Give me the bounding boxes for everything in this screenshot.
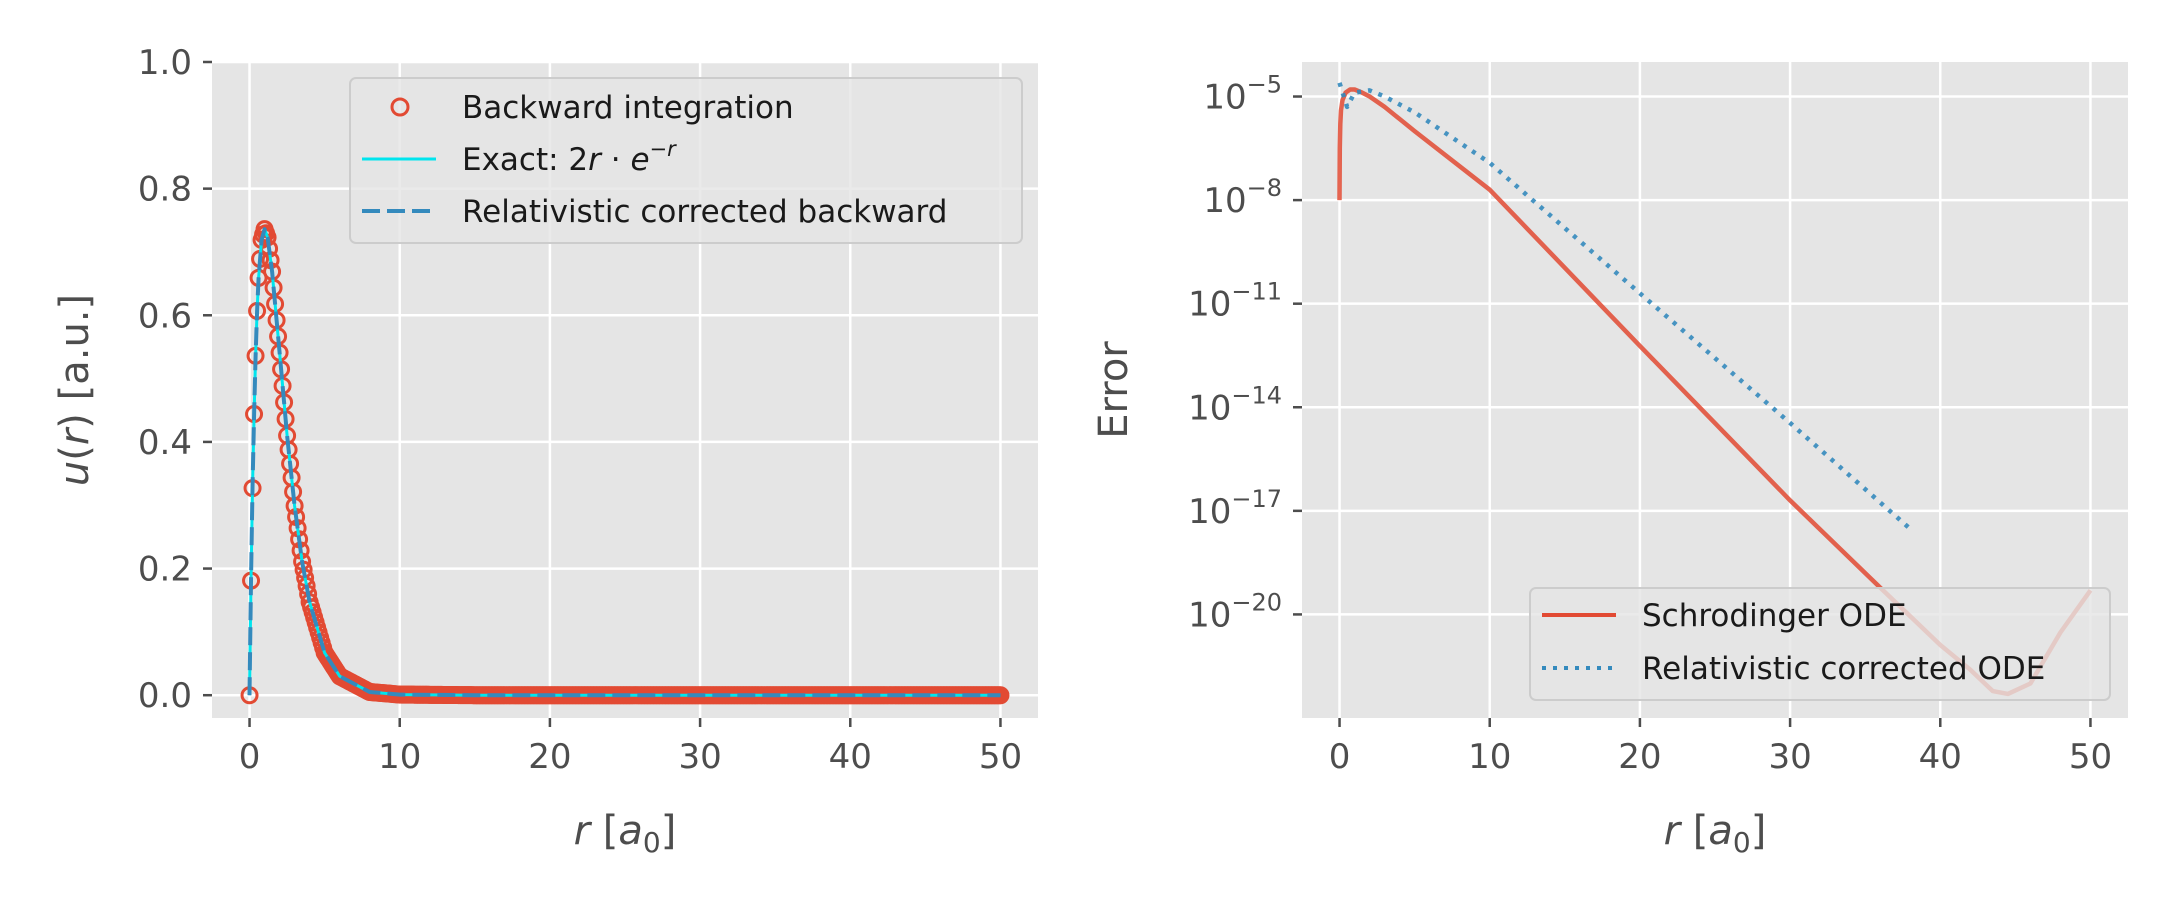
left-x-tick-label: 30 — [678, 737, 721, 777]
right-legend: Schrodinger ODE Relativistic corrected O… — [1529, 587, 2111, 701]
right-x-tick-label: 50 — [2069, 737, 2112, 777]
right-y-tick-label: 10−17 — [1188, 485, 1282, 532]
right-series-1-line — [1337, 82, 1912, 531]
left-x-tick-label: 20 — [528, 737, 571, 777]
left-legend-frame — [349, 77, 1023, 244]
right-axis-ticks: 0 10 20 30 40 50 10−5 10−8 10−11 10−14 10−17 10−20 — [1188, 71, 2112, 777]
legend-label-relativistic-backward: Relativistic corrected backward — [462, 194, 947, 230]
left-series-layer — [240, 220, 1010, 705]
right-x-tick-label: 30 — [1768, 737, 1811, 777]
left-axis-ticks: 0 10 20 30 40 50 0.0 0.2 0.4 0.6 0.8 1.0 — [138, 43, 1022, 777]
left-y-tick-label: 1.0 — [138, 43, 192, 83]
right-x-tick-label: 20 — [1618, 737, 1661, 777]
legend-label-exact: Exact: 2r · e−r — [462, 137, 677, 178]
left-x-tick-label: 50 — [979, 737, 1022, 777]
left-y-tick-label: 0.2 — [138, 550, 192, 590]
legend-marker-backward-integration — [390, 97, 410, 117]
right-y-tick-label: 10−14 — [1188, 381, 1282, 428]
right-x-tick-label: 40 — [1919, 737, 1962, 777]
left-y-tick-label: 0.4 — [138, 423, 192, 463]
right-y-tick-label: 10−20 — [1188, 588, 1282, 635]
left-x-tick-label: 0 — [239, 737, 261, 777]
right-y-axis-label: Error — [1091, 341, 1137, 439]
right-x-tick-label: 10 — [1468, 737, 1511, 777]
right-y-tick-label: 10−8 — [1203, 174, 1282, 221]
right-y-tick-label: 10−11 — [1188, 278, 1282, 325]
left-y-axis-label: u(r) [a.u.] — [52, 294, 98, 486]
left-series-2-line — [247, 227, 1001, 698]
left-y-tick-label: 0.8 — [138, 170, 192, 210]
left-y-tick-label: 0.0 — [138, 676, 192, 716]
left-legend: Backward integration Exact: 2r · e−r Rel… — [349, 77, 1023, 244]
left-chart: 0 10 20 30 40 50 0.0 0.2 0.4 0.6 0.8 1.0 r [a0] u(r… — [52, 43, 1038, 859]
legend-label-schrodinger: Schrodinger ODE — [1642, 598, 1907, 634]
left-x-axis-label: r [a0] — [574, 808, 677, 859]
right-x-axis-label: r [a0] — [1664, 808, 1767, 859]
legend-label-relativistic-ode: Relativistic corrected ODE — [1642, 651, 2045, 687]
left-x-tick-label: 10 — [378, 737, 421, 777]
legend-label-backward-integration: Backward integration — [462, 90, 794, 126]
right-y-tick-label: 10−5 — [1203, 71, 1282, 118]
right-x-tick-label: 0 — [1329, 737, 1351, 777]
right-chart: 0 10 20 30 40 5010−510−810−1110−1410−1710−20 … — [1091, 62, 2128, 859]
left-x-tick-label: 40 — [829, 737, 872, 777]
right-legend-frame — [1529, 587, 2111, 701]
left-y-tick-label: 0.6 — [138, 296, 192, 336]
